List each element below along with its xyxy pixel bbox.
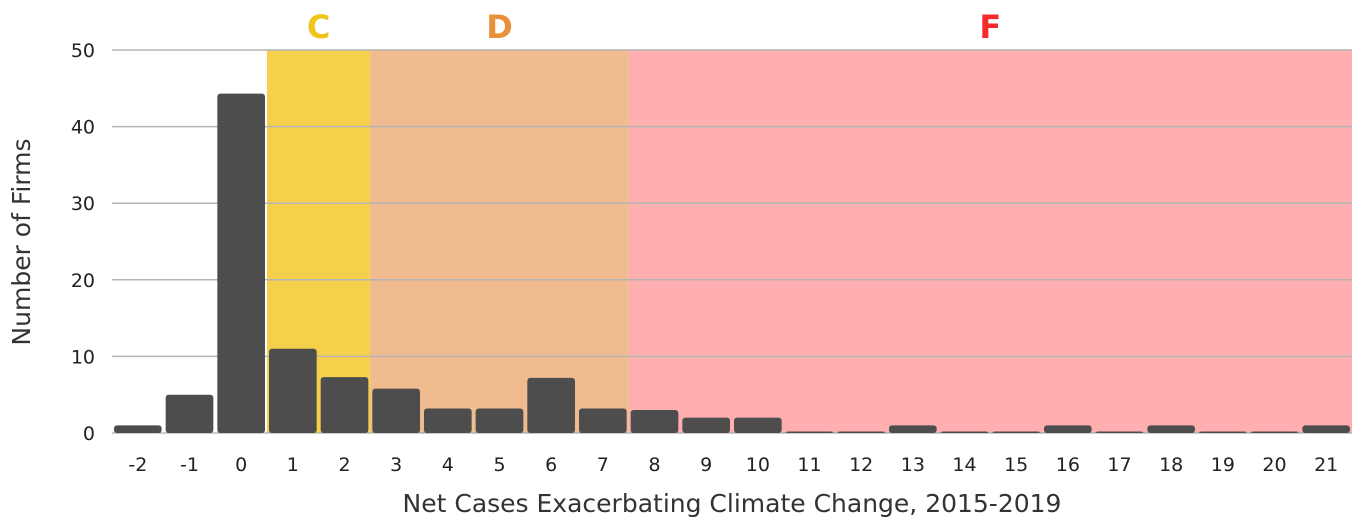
bar-14 <box>940 431 989 433</box>
gridlines <box>112 49 1352 434</box>
bar-18 <box>1147 425 1195 433</box>
x-tick-label: 0 <box>235 454 247 476</box>
y-axis-title: Number of Firms <box>7 138 36 345</box>
grade-band-f <box>628 50 1352 433</box>
x-tick-label: 18 <box>1159 454 1183 476</box>
x-tick-label: 14 <box>952 454 976 476</box>
y-tick-label: 20 <box>71 270 95 292</box>
bar-4 <box>424 408 472 433</box>
bar-17 <box>1095 431 1144 433</box>
bar-5 <box>475 408 524 433</box>
x-tick-label: 17 <box>1107 454 1131 476</box>
grade-label-f: F <box>979 8 1001 46</box>
bar-2 <box>320 377 369 433</box>
y-tick-label: 0 <box>83 423 95 445</box>
x-axis-title: Net Cases Exacerbating Climate Change, 2… <box>403 489 1062 518</box>
bar-1 <box>269 348 317 433</box>
x-tick-label: 15 <box>1004 454 1028 476</box>
x-tick-label: 11 <box>797 454 821 476</box>
bar-11 <box>785 431 834 433</box>
x-tick-label: 6 <box>545 454 557 476</box>
bar--1 <box>165 394 214 433</box>
bar-21 <box>1302 425 1350 433</box>
bar-3 <box>372 388 420 433</box>
x-tick-label: 10 <box>746 454 770 476</box>
x-tick-label: 12 <box>849 454 873 476</box>
x-tick-label: 3 <box>390 454 402 476</box>
bar-13 <box>889 425 937 433</box>
x-tick-label: 5 <box>493 454 505 476</box>
x-tick-label: 16 <box>1056 454 1080 476</box>
x-tick-label: -2 <box>128 454 147 476</box>
bar-12 <box>837 431 885 433</box>
x-axis-ticks: -2 -1 0 1 2 3 4 5 6 7 8 9 10 11 12 13 14 15 16 17 18 19 20 21 <box>128 454 1338 476</box>
bar-19 <box>1199 431 1247 433</box>
x-tick-label: 1 <box>287 454 299 476</box>
bar-20 <box>1250 431 1299 433</box>
x-tick-label: 13 <box>901 454 925 476</box>
grade-bands <box>267 50 1352 433</box>
x-tick-label: 9 <box>700 454 712 476</box>
grade-label-c: C <box>307 8 330 46</box>
x-tick-label: 19 <box>1211 454 1235 476</box>
y-axis-ticks: 0 10 20 30 40 50 <box>71 40 95 445</box>
bar--2 <box>114 425 162 433</box>
bar-8 <box>630 410 679 433</box>
bar-10 <box>734 417 782 433</box>
bar-6 <box>527 377 575 433</box>
x-tick-label: 20 <box>1262 454 1286 476</box>
x-tick-label: 8 <box>648 454 660 476</box>
bar-15 <box>992 431 1040 433</box>
bar-0 <box>217 93 265 434</box>
y-tick-label: 10 <box>71 346 95 368</box>
x-tick-label: 21 <box>1314 454 1338 476</box>
x-tick-label: -1 <box>180 454 199 476</box>
y-tick-label: 30 <box>71 193 95 215</box>
bar-7 <box>579 408 627 433</box>
grade-band-d <box>370 50 629 433</box>
grade-label-d: D <box>486 8 513 46</box>
bars <box>114 93 1350 434</box>
bar-16 <box>1044 425 1092 433</box>
y-tick-label: 40 <box>71 117 95 139</box>
bar-9 <box>682 417 730 433</box>
x-tick-label: 4 <box>442 454 454 476</box>
x-tick-label: 2 <box>338 454 350 476</box>
x-tick-label: 7 <box>597 454 609 476</box>
y-tick-label: 50 <box>71 40 95 62</box>
